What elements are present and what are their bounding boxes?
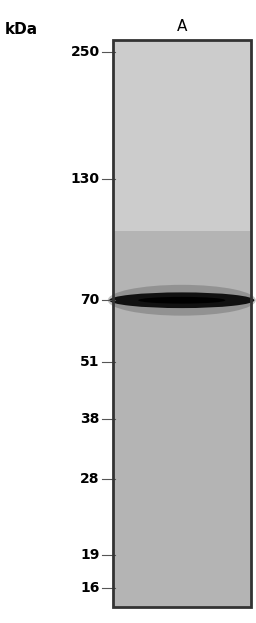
Text: 16: 16 — [80, 581, 100, 595]
Text: 38: 38 — [80, 412, 100, 426]
Text: A: A — [177, 19, 187, 34]
Ellipse shape — [138, 297, 225, 303]
Text: 28: 28 — [80, 472, 100, 486]
Text: 70: 70 — [81, 293, 100, 307]
Text: 19: 19 — [80, 548, 100, 562]
Ellipse shape — [109, 292, 254, 308]
Text: 130: 130 — [71, 173, 100, 186]
Text: 250: 250 — [71, 45, 100, 59]
Ellipse shape — [108, 285, 256, 316]
Text: 51: 51 — [80, 355, 100, 369]
Text: kDa: kDa — [5, 22, 38, 37]
